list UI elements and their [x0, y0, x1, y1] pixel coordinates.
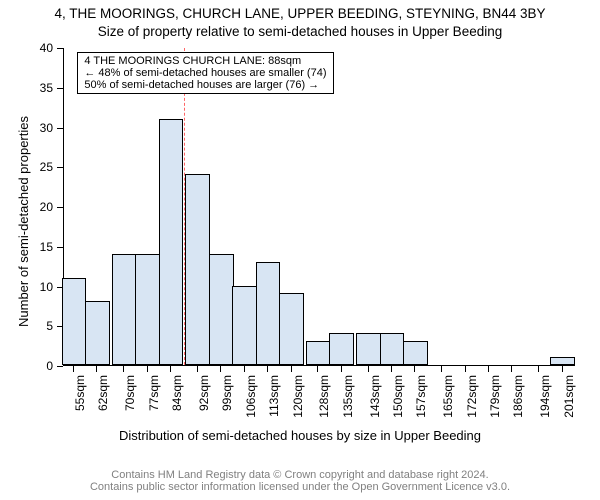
footer-line-2: Contains public sector information licen… — [0, 481, 600, 494]
y-tick — [57, 247, 63, 248]
x-tick — [465, 366, 466, 372]
x-tick-label: 62sqm — [96, 375, 110, 475]
reference-line — [184, 48, 185, 365]
histogram-bar — [329, 333, 354, 365]
histogram-bar — [112, 254, 137, 365]
annotation-box: 4 THE MOORINGS CHURCH LANE: 88sqm← 48% o… — [77, 52, 333, 94]
x-tick — [220, 366, 221, 372]
x-tick-label: 77sqm — [147, 375, 161, 475]
x-tick-label: 179sqm — [488, 375, 502, 475]
histogram-bar — [403, 341, 428, 365]
x-tick — [562, 366, 563, 372]
x-tick — [147, 366, 148, 372]
x-tick-label: 157sqm — [414, 375, 428, 475]
y-tick-label: 20 — [0, 200, 53, 214]
y-tick-label: 10 — [0, 280, 53, 294]
x-tick-label: 143sqm — [368, 375, 382, 475]
x-tick — [341, 366, 342, 372]
histogram-bar — [232, 286, 257, 366]
y-axis-label: Number of semi-detached properties — [16, 116, 31, 327]
x-tick — [317, 366, 318, 372]
x-tick-label: 92sqm — [197, 375, 211, 475]
x-tick-label: 106sqm — [244, 375, 258, 475]
x-tick-label: 128sqm — [317, 375, 331, 475]
y-tick-label: 35 — [0, 81, 53, 95]
histogram-bar — [356, 333, 381, 365]
x-tick-label: 84sqm — [170, 375, 184, 475]
y-tick — [57, 326, 63, 327]
histogram-bar — [159, 119, 184, 365]
x-tick-label: 201sqm — [562, 375, 576, 475]
plot-area: 4 THE MOORINGS CHURCH LANE: 88sqm← 48% o… — [63, 48, 575, 366]
x-tick — [441, 366, 442, 372]
x-tick — [96, 366, 97, 372]
histogram-bar — [62, 278, 87, 365]
y-tick — [57, 167, 63, 168]
y-tick — [57, 287, 63, 288]
x-tick-label: 165sqm — [441, 375, 455, 475]
y-tick — [57, 128, 63, 129]
x-tick-label: 194sqm — [538, 375, 552, 475]
y-tick-label: 40 — [0, 41, 53, 55]
histogram-bar — [256, 262, 281, 365]
y-tick-label: 25 — [0, 160, 53, 174]
histogram-bar — [85, 301, 110, 365]
y-tick — [57, 88, 63, 89]
x-tick-label: 113sqm — [267, 375, 281, 475]
histogram-bar — [306, 341, 331, 365]
histogram-bar — [185, 174, 210, 365]
x-tick — [73, 366, 74, 372]
x-tick — [414, 366, 415, 372]
y-tick-label: 5 — [0, 319, 53, 333]
x-tick-label: 150sqm — [391, 375, 405, 475]
x-tick — [267, 366, 268, 372]
x-tick — [538, 366, 539, 372]
x-tick-label: 172sqm — [465, 375, 479, 475]
histogram-bar — [135, 254, 160, 365]
x-tick — [488, 366, 489, 372]
annotation-line: 50% of semi-detached houses are larger (… — [84, 79, 326, 91]
y-tick-label: 30 — [0, 121, 53, 135]
histogram-bar — [279, 293, 304, 365]
x-tick — [197, 366, 198, 372]
x-tick — [511, 366, 512, 372]
x-tick-label: 120sqm — [291, 375, 305, 475]
x-tick-label: 135sqm — [341, 375, 355, 475]
x-tick-label: 186sqm — [511, 375, 525, 475]
y-tick — [57, 48, 63, 49]
x-tick-label: 70sqm — [123, 375, 137, 475]
page-title-subtitle: Size of property relative to semi-detach… — [0, 24, 600, 39]
histogram-bar — [550, 357, 575, 365]
y-tick-label: 0 — [0, 359, 53, 373]
x-tick — [391, 366, 392, 372]
x-tick — [368, 366, 369, 372]
page-title-address: 4, THE MOORINGS, CHURCH LANE, UPPER BEED… — [0, 6, 600, 21]
x-tick — [123, 366, 124, 372]
x-tick-label: 55sqm — [73, 375, 87, 475]
histogram-bar — [209, 254, 234, 365]
y-tick — [57, 366, 63, 367]
x-tick — [170, 366, 171, 372]
annotation-line: ← 48% of semi-detached houses are smalle… — [84, 67, 326, 79]
y-tick — [57, 207, 63, 208]
chart-container: 4, THE MOORINGS, CHURCH LANE, UPPER BEED… — [0, 0, 600, 500]
x-tick — [291, 366, 292, 372]
x-tick — [244, 366, 245, 372]
y-tick-label: 15 — [0, 240, 53, 254]
annotation-line: 4 THE MOORINGS CHURCH LANE: 88sqm — [84, 55, 326, 67]
histogram-bar — [380, 333, 405, 365]
x-tick-label: 99sqm — [220, 375, 234, 475]
